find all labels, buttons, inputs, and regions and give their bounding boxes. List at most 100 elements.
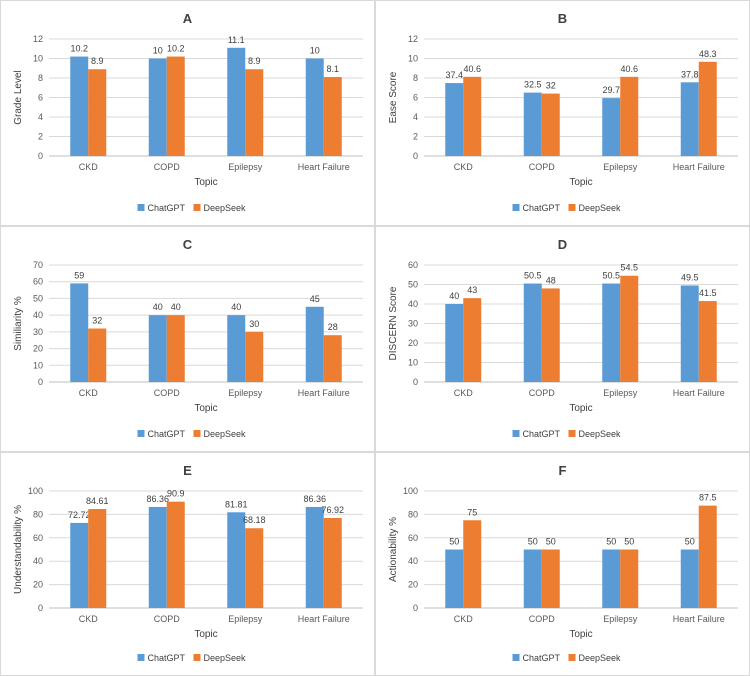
y-tick-label: 2 [38,132,43,142]
data-label: 48.3 [699,49,717,59]
x-tick-label: Heart Failure [673,388,725,398]
data-label: 37.8 [681,69,699,79]
y-tick-label: 10 [408,54,418,64]
y-tick-label: 60 [33,277,43,287]
data-label: 10 [153,46,163,56]
legend-label-chatgpt: ChatGPT [523,203,561,213]
bar-deepseek-copd [166,315,185,382]
bar-chatgpt-copd [523,283,542,382]
x-tick-label: CKD [79,162,99,172]
x-tick-label: CKD [454,388,474,398]
legend-label-chatgpt: ChatGPT [148,203,186,213]
bar-chatgpt-ckd [445,549,464,608]
y-tick-label: 12 [33,34,43,44]
y-tick-label: 4 [413,112,418,122]
y-tick-label: 2 [413,132,418,142]
bar-chatgpt-heart-failure [305,506,324,608]
bar-chatgpt-heart-failure [680,285,699,382]
y-tick-label: 30 [408,319,418,329]
bar-chatgpt-ckd [70,56,89,156]
bar-deepseek-copd [541,93,560,156]
y-tick-label: 0 [413,377,418,387]
bar-chart-c: C 0 10 20 30 40 50 60 70 Similiarity % 59 32 CKD 40 40… [13,237,363,439]
legend-swatch-chatgpt [137,654,145,661]
data-label: 41.5 [699,288,717,298]
y-tick-label: 50 [33,293,43,303]
y-tick-label: 20 [408,580,418,590]
bar-deepseek-ckd [463,298,482,382]
y-tick-label: 60 [33,533,43,543]
y-tick-label: 80 [33,509,43,519]
bar-deepseek-ckd [88,328,107,382]
y-tick-label: 8 [413,73,418,83]
data-label: 50 [624,537,634,547]
data-label: 50.5 [524,271,542,281]
data-label: 32 [92,316,102,326]
bar-chatgpt-heart-failure [305,58,324,156]
y-axis-title: DISCERN Score [388,286,399,360]
bar-deepseek-heart-failure [323,77,342,156]
y-axis-title: Grade Level [13,70,24,124]
chart-title: F [559,463,567,478]
bar-chatgpt-copd [523,549,542,608]
bar-chatgpt-copd [523,92,542,156]
x-tick-label: Epilepsy [603,162,638,172]
y-tick-label: 40 [408,299,418,309]
bar-chatgpt-heart-failure [305,306,324,382]
data-label: 10.2 [167,44,185,54]
legend-label-chatgpt: ChatGPT [523,653,561,663]
data-label: 37.4 [445,70,463,80]
data-label: 11.1 [228,35,245,45]
y-tick-label: 40 [33,556,43,566]
x-tick-label: COPD [529,614,556,624]
data-label: 10 [310,46,320,56]
data-label: 54.5 [620,263,638,273]
chart-title: A [183,11,193,26]
data-label: 32.5 [524,80,542,90]
chart-panel-d: D 0 10 20 30 40 50 60 DISCERN Score 40 43 CKD 50.5 48… [375,226,750,452]
y-tick-label: 8 [38,73,43,83]
legend-swatch-chatgpt [512,204,520,211]
bar-deepseek-epilepsy [620,549,639,608]
x-tick-label: Heart Failure [298,614,350,624]
y-tick-label: 60 [408,260,418,270]
legend-label-deepseek: DeepSeek [579,429,622,439]
chart-title: B [558,11,567,26]
bar-chatgpt-ckd [70,522,89,608]
x-tick-label: COPD [154,388,181,398]
chart-panel-a: A 0 2 4 6 8 10 12 Grade Level 10.2 8.9 CKD 10 10.2 COP… [0,0,375,226]
bar-deepseek-ckd [463,76,482,156]
bar-deepseek-copd [166,56,185,156]
data-label: 32 [546,81,556,91]
data-label: 72.72 [68,510,91,520]
chart-title: C [183,237,193,252]
data-label: 68.18 [243,515,266,525]
y-tick-label: 6 [38,93,43,103]
legend-label-deepseek: DeepSeek [204,203,247,213]
data-label: 30 [249,319,259,329]
x-tick-label: CKD [454,614,474,624]
data-label: 75 [467,507,477,517]
legend-swatch-deepseek [193,430,201,437]
bar-deepseek-ckd [88,509,107,608]
bar-chatgpt-heart-failure [680,549,699,608]
y-tick-label: 12 [408,34,418,44]
bar-chatgpt-ckd [445,83,464,156]
x-tick-label: COPD [154,614,181,624]
bar-chatgpt-copd [148,58,167,156]
data-label: 50 [449,537,459,547]
legend-label-chatgpt: ChatGPT [523,429,561,439]
data-label: 86.36 [303,494,326,504]
y-tick-label: 20 [408,338,418,348]
y-axis-title: Understandability % [13,505,24,594]
y-tick-label: 0 [38,603,43,613]
x-axis-title: Topic [569,177,592,188]
y-tick-label: 10 [33,360,43,370]
legend-swatch-deepseek [568,204,576,211]
bar-chatgpt-ckd [445,304,464,382]
bar-chart-d: D 0 10 20 30 40 50 60 DISCERN Score 40 43 CKD 50.5 48… [388,237,738,439]
data-label: 50.5 [602,271,620,281]
legend-swatch-chatgpt [512,430,520,437]
data-label: 48 [546,275,556,285]
legend-label-deepseek: DeepSeek [204,653,247,663]
